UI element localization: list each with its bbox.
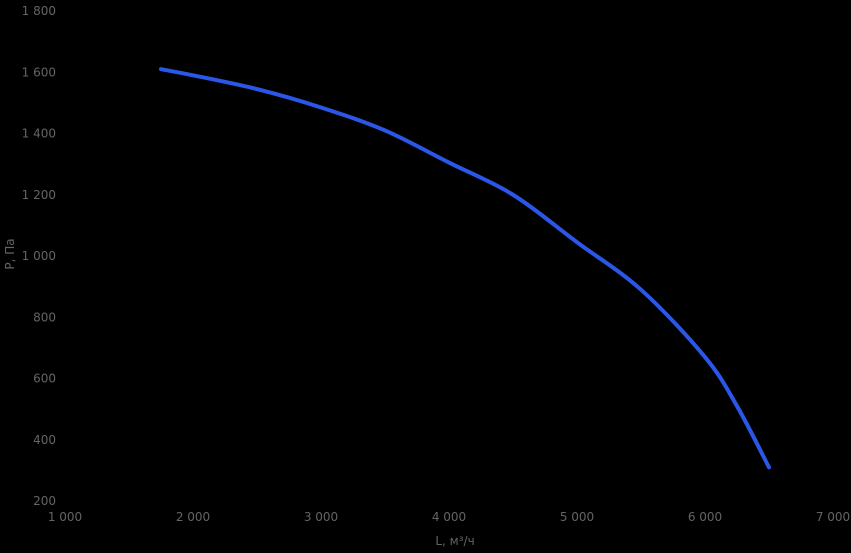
x-tick-label: 7 000 xyxy=(816,510,850,524)
y-tick-label: 200 xyxy=(33,494,56,508)
x-tick-label: 4 000 xyxy=(432,510,466,524)
y-tick-label: 1 000 xyxy=(22,249,56,263)
y-tick-label: 1 600 xyxy=(22,65,56,79)
x-tick-label: 6 000 xyxy=(688,510,722,524)
y-tick-label: 400 xyxy=(33,433,56,447)
y-tick-label: 1 800 xyxy=(22,4,56,18)
performance-curve xyxy=(159,67,771,470)
y-tick-label: 800 xyxy=(33,310,56,324)
y-tick-label: 1 400 xyxy=(22,127,56,141)
x-tick-label: 3 000 xyxy=(304,510,338,524)
x-tick-label: 5 000 xyxy=(560,510,594,524)
y-tick-label: 600 xyxy=(33,372,56,386)
x-tick-label: 1 000 xyxy=(48,510,82,524)
x-tick-label: 2 000 xyxy=(176,510,210,524)
y-tick-label: 1 200 xyxy=(22,188,56,202)
